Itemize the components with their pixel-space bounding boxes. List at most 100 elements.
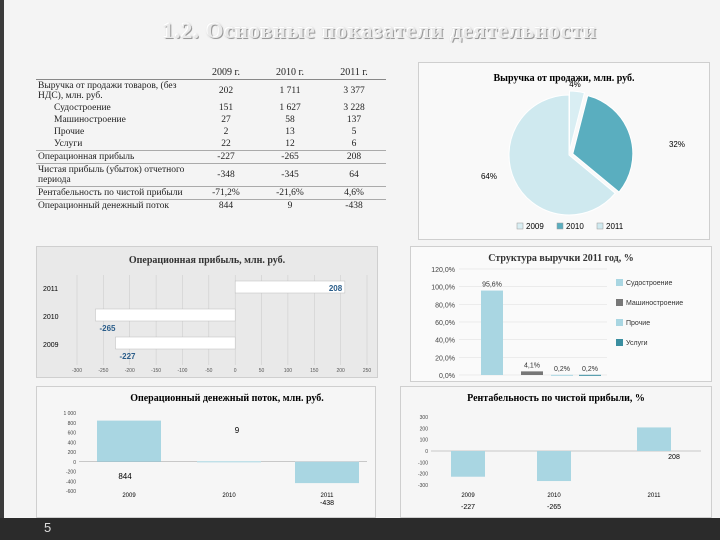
page-number: 5 [44,520,52,535]
tick-label: 80,0% [435,302,455,309]
tick-label: 0 [73,460,76,466]
kpi-cell: -21,6% [258,186,322,200]
kpi-cell: 151 [218,103,234,113]
kpi-cell: 4,6% [322,186,386,200]
kpi-row: Выручка от продажи товаров, (без НДС), м… [36,80,386,103]
bar-2009 [451,451,485,477]
slide-title: 1.2. Основные показатели деятельности [162,18,598,43]
kpi-cell: -348 [194,163,258,187]
tick-label: 0 [234,368,237,374]
tick-label: -150 [151,368,161,374]
cash-flow-chart: Операционный денежный поток, млн. руб. -6… [63,393,367,507]
kpi-row: Услуги 22 12 6 [36,138,386,151]
category-label: 2009 [461,493,475,499]
legend-label: 2011 [606,222,624,231]
revenue-structure-chart: Структура выручки 2011 год, % 0,0% 20,0% 40… [431,253,683,380]
kpi-cell: 2 [223,127,229,137]
kpi-cell: 5 [351,127,357,137]
tick-label: -100 [177,368,187,374]
bar-data-label: 0,2% [582,366,598,373]
bar-2009 [97,420,161,462]
pie-data-label: 32% [669,140,685,149]
kpi-header-row: 2009 г. 2010 г. 2011 г. [36,66,386,80]
kpi-row: Прочие 2 13 5 [36,126,386,138]
net-profitability-panel: Рентабельность по чистой прибыли, % -300 -… [400,386,712,518]
legend-swatch [616,299,623,306]
revenue-structure-panel: Структура выручки 2011 год, % 0,0% 20,0% 40… [410,246,712,382]
pie-data-label: 4% [569,80,581,89]
tick-label: 100 [284,368,293,374]
tick-label: -50 [205,368,212,374]
kpi-row-label: Рентабельность по чистой прибыли [36,186,194,200]
kpi-cell: -227 [194,150,258,164]
tick-label: 300 [420,415,429,421]
bar-data-label: 208 [668,454,680,461]
legend-label: Прочие [626,320,650,327]
bar-Прочие [551,374,573,376]
category-label: 2011 [321,493,335,499]
chart-title: Операционная прибыль, млн. руб. [129,255,286,266]
tick-label: 200 [420,426,429,432]
kpi-row-label: Услуги [54,139,83,149]
chart-title: Выручка от продажи, млн. руб. [493,73,635,84]
kpi-row: Судостроение 151 1 627 3 228 [36,102,386,114]
col-year-2011: 2011 г. [322,66,386,80]
kpi-cell: 1 711 [279,86,301,96]
kpi-row-label: Выручка от продажи товаров, (без НДС), м… [38,81,177,101]
cash-flow-panel: Операционный денежный поток, млн. руб. -6… [36,386,376,518]
pie-slice-2010 [572,95,634,193]
category-label: 2010 [43,314,59,321]
bar-data-label: -227 [461,504,475,511]
legend-swatch [556,222,564,230]
kpi-cell: 3 228 [343,103,365,113]
legend-swatch [616,319,623,326]
chart-title: Рентабельность по чистой прибыли, % [467,393,645,404]
kpi-row-label: Операционный денежный поток [36,199,194,212]
category-label: 2011 [648,493,662,499]
tick-label: -200 [418,472,428,478]
category-label: 2010 [222,493,236,499]
kpi-table: 2009 г. 2010 г. 2011 г. Выручка от прода… [36,66,386,212]
bar-Машиностроение [521,371,543,375]
kpi-cell: 64 [322,163,386,187]
bar-2011 [637,427,671,451]
kpi-cell: -265 [258,150,322,164]
tick-label: 20,0% [435,355,455,362]
col-year-2009: 2009 г. [194,66,258,80]
kpi-row-label: Судостроение [54,103,111,113]
kpi-row: Операционный денежный поток 844 9 -438 [36,199,386,212]
kpi-cell: 12 [285,139,295,149]
tick-label: -100 [418,460,428,466]
kpi-cell: -71,2% [194,186,258,200]
tick-label: 100,0% [431,285,455,292]
tick-label: -300 [72,368,82,374]
bar-2010 [95,308,236,322]
kpi-row-label: Чистая прибыль (убыток) отчетного период… [36,163,194,187]
tick-label: -400 [66,479,76,485]
category-label: 2011 [43,286,58,293]
kpi-row: Рентабельность по чистой прибыли -71,2% -2… [36,186,386,200]
legend-label: Услуги [626,340,648,347]
kpi-cell: 3 377 [343,86,365,96]
operating-profit-panel: Операционная прибыль, млн. руб. -300 -250 -… [36,246,378,378]
legend-label: Машиностроение [626,300,683,307]
tick-label: 40,0% [435,338,455,345]
operating-profit-chart: Операционная прибыль, млн. руб. -300 -250 -… [43,255,371,374]
tick-label: 100 [420,438,429,444]
kpi-row-label: Прочие [54,127,85,137]
net-profitability-chart: Рентабельность по чистой прибыли, % -300 -… [418,393,701,511]
kpi-row-label: Операционная прибыль [36,150,194,164]
bar-Судостроение [481,290,503,375]
pie-chart-panel: Выручка от продажи, млн. руб. 4% 32% 64% 200… [418,62,710,240]
category-label: 2009 [122,493,136,499]
bar-data-label: 95,6% [482,282,502,289]
kpi-cell: 6 [351,139,357,149]
legend-label: Судостроение [626,280,672,287]
bar-data-label: -438 [320,500,334,507]
bar-data-label: 0,2% [554,366,570,373]
bar-data-label: 9 [235,426,240,435]
bar-2011 [234,280,346,294]
tick-label: 200 [336,368,345,374]
tick-label: 400 [68,440,77,446]
bar-2010 [537,451,571,482]
